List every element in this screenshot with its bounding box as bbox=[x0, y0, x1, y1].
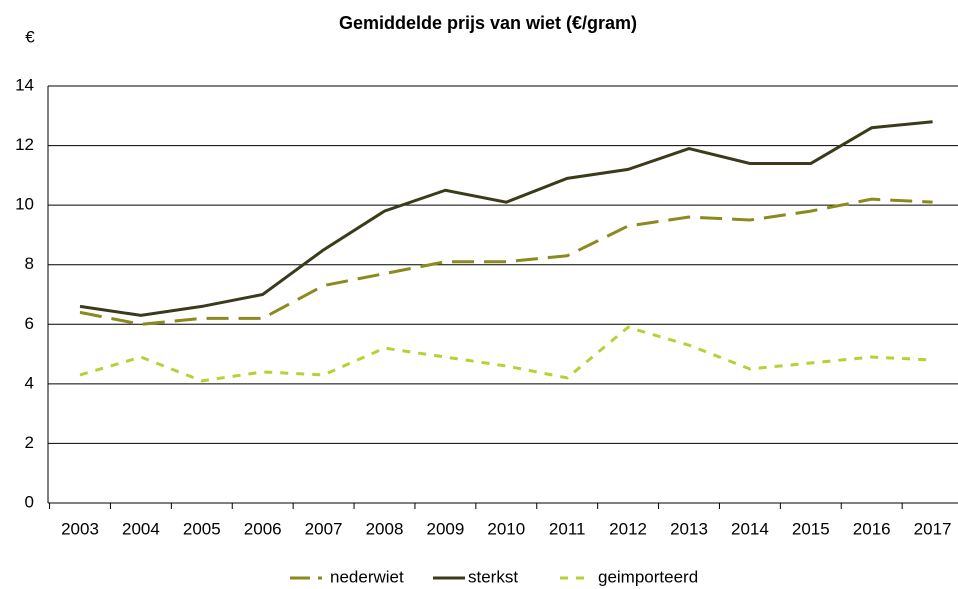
x-tick-label: 2010 bbox=[487, 519, 525, 538]
x-tick-label: 2008 bbox=[366, 519, 404, 538]
x-tick-label: 2009 bbox=[426, 519, 464, 538]
legend-label: sterkst bbox=[468, 567, 518, 586]
x-tick-label: 2004 bbox=[122, 519, 160, 538]
y-tick-label: 2 bbox=[25, 433, 34, 452]
x-tick-label: 2013 bbox=[670, 519, 708, 538]
y-axis-label: € bbox=[25, 27, 35, 46]
x-tick-label: 2015 bbox=[792, 519, 830, 538]
x-tick-label: 2011 bbox=[549, 519, 586, 538]
x-tick-label: 2016 bbox=[853, 519, 891, 538]
y-tick-label: 6 bbox=[25, 314, 34, 333]
line-series bbox=[79, 325, 933, 383]
x-tick-label: 2003 bbox=[61, 519, 99, 538]
y-tick-label: 8 bbox=[25, 254, 34, 273]
line-series bbox=[79, 120, 933, 317]
y-tick-label: 4 bbox=[25, 373, 34, 392]
chart-title: Gemiddelde prijs van wiet (€/gram) bbox=[339, 13, 637, 33]
x-tick-label: 2006 bbox=[244, 519, 282, 538]
x-tick-label: 2012 bbox=[609, 519, 647, 538]
y-tick-label: 12 bbox=[15, 135, 34, 154]
y-tick-label: 0 bbox=[25, 492, 34, 511]
x-tick-label: 2005 bbox=[183, 519, 221, 538]
y-tick-label: 14 bbox=[15, 75, 34, 94]
y-tick-label: 10 bbox=[15, 195, 34, 214]
x-tick-label: 2017 bbox=[914, 519, 952, 538]
line-series bbox=[79, 197, 933, 326]
legend-label: geimporteerd bbox=[598, 567, 698, 586]
legend-label: nederwiet bbox=[330, 567, 404, 586]
x-tick-label: 2014 bbox=[731, 519, 769, 538]
x-tick-label: 2007 bbox=[305, 519, 343, 538]
